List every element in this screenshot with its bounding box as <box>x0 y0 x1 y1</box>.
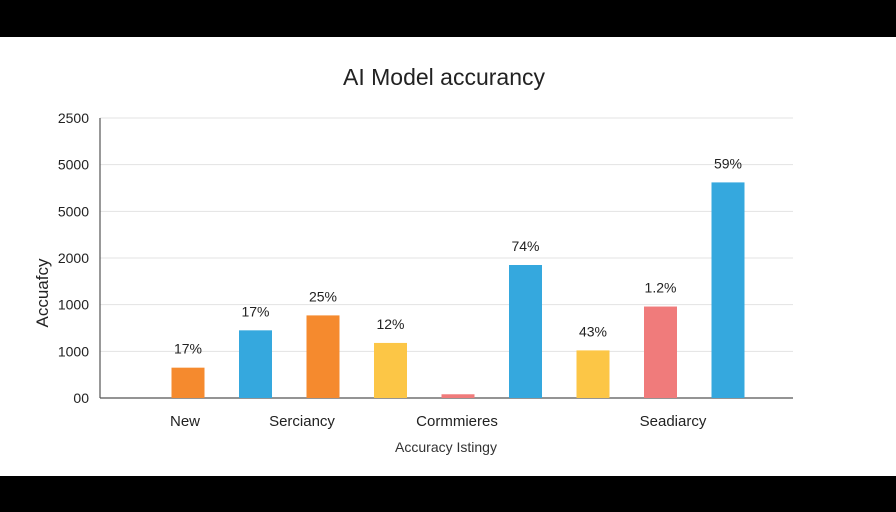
y-tick-label: 5000 <box>58 157 89 173</box>
x-category-label: New <box>170 413 200 430</box>
y-tick-label: 1000 <box>58 343 89 359</box>
y-tick-label: 5000 <box>58 203 89 219</box>
y-axis-label: Accuafcy <box>33 258 52 327</box>
data-label: 59% <box>714 155 742 171</box>
bar <box>509 265 542 398</box>
y-tick-label: 1000 <box>58 297 89 313</box>
letterbox-top <box>0 0 896 37</box>
y-tick-label: 2500 <box>58 110 89 126</box>
bar <box>171 367 205 398</box>
chart-title: AI Model accurancy <box>343 64 545 90</box>
bar <box>306 315 340 398</box>
letterbox-bottom <box>0 476 896 512</box>
data-label: 25% <box>309 288 337 304</box>
y-tick-label: 00 <box>73 390 89 406</box>
bar <box>441 394 475 398</box>
data-label: 12% <box>376 316 404 332</box>
data-label: 74% <box>511 238 539 254</box>
bar <box>576 350 610 398</box>
data-label: 43% <box>579 323 607 339</box>
data-label: 1.2% <box>645 280 677 296</box>
x-category-label: Cormmieres <box>416 413 498 430</box>
bar <box>239 330 272 398</box>
y-tick-label: 2000 <box>58 250 89 266</box>
x-axis-label: Accuracy Istingy <box>395 439 497 455</box>
bar <box>374 342 407 398</box>
bar <box>711 182 745 398</box>
bar-chart: AI Model accurancy Accuafcy Accuracy Ist… <box>33 64 793 455</box>
x-category-label: Serciancy <box>269 413 335 430</box>
chart-canvas: AI Model accurancy Accuafcy Accuracy Ist… <box>0 37 896 476</box>
x-category-label: Seadiarcy <box>640 413 707 430</box>
data-label: 17% <box>241 303 269 319</box>
bar <box>644 306 677 398</box>
data-label: 17% <box>174 341 202 357</box>
